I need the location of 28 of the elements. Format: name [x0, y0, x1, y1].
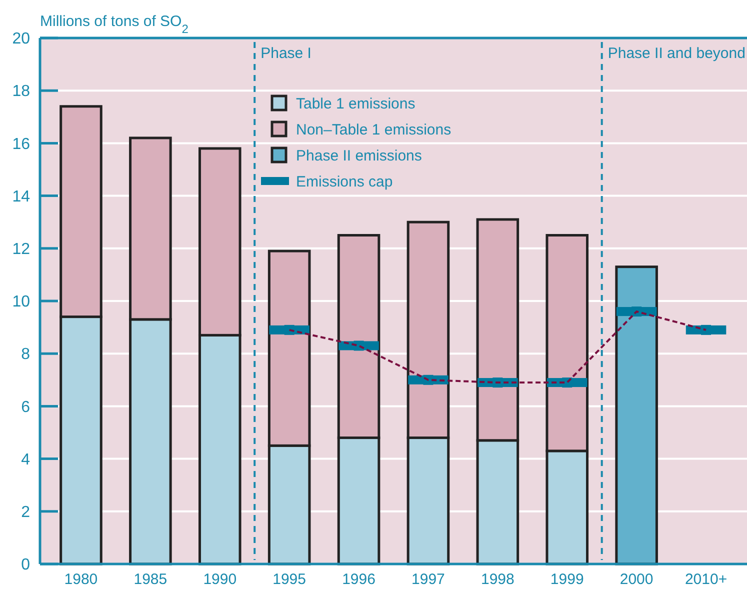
x-tick-label: 2010+ [684, 571, 728, 588]
legend-label: Phase II emissions [296, 147, 422, 164]
y-tick-label: 18 [12, 83, 30, 100]
x-tick-label: 1997 [412, 571, 445, 588]
x-tick-label: 1998 [480, 571, 514, 588]
legend-label: Non–Table 1 emissions [296, 121, 452, 138]
annotation: Phase II and beyond [608, 45, 746, 62]
y-tick-label: 14 [12, 188, 30, 206]
y-tick-label: 16 [12, 136, 30, 153]
legend-label: Emissions cap [296, 173, 393, 190]
x-tick-label: 1995 [272, 571, 306, 588]
y-tick-label: 12 [12, 241, 30, 258]
y-axis-title: Millions of tons of SO$_{2}$ [40, 13, 189, 36]
x-tick-label: 1999 [550, 571, 584, 588]
y-tick-label: 4 [21, 451, 30, 468]
x-tick-label: 1990 [203, 571, 237, 588]
y-tick-label: 2 [21, 504, 30, 521]
x-tick-label: 2000 [620, 571, 654, 588]
legend-label: Table 1 emissions [296, 95, 416, 112]
y-tick-label: 6 [21, 398, 30, 416]
annotation: Phase I [260, 45, 312, 62]
y-tick-label: 10 [12, 294, 30, 311]
x-tick-label: 1996 [342, 571, 376, 588]
x-tick-label: 1985 [134, 571, 168, 588]
y-tick-label: 20 [12, 30, 30, 48]
y-tick-label: 0 [21, 556, 30, 574]
y-tick-label: 8 [21, 346, 30, 364]
x-tick-label: 1980 [64, 571, 98, 588]
